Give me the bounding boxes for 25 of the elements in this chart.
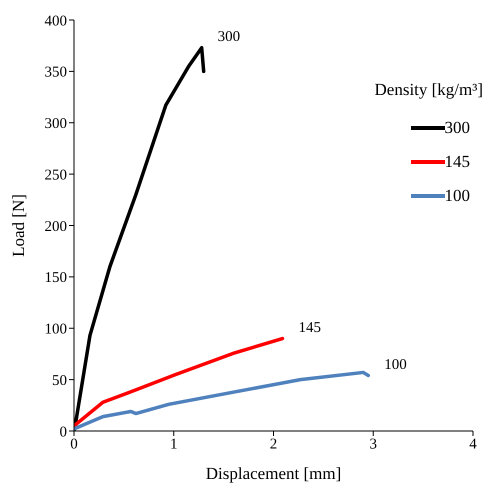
annotation: 100 (384, 356, 407, 373)
y-tick-label: 150 (44, 270, 67, 286)
y-tick-label: 200 (44, 218, 67, 235)
annotation: 300 (218, 29, 240, 46)
y-tick-label: 400 (44, 13, 67, 30)
legend-label: 145 (444, 152, 470, 172)
y-tick-label: 350 (44, 64, 67, 81)
y-tick-label: 100 (44, 322, 67, 338)
legend-label: 100 (444, 186, 470, 206)
line-series (74, 370, 370, 431)
y-tick-label: 300 (44, 116, 67, 132)
line-series (74, 336, 284, 428)
x-tick-label: 4 (469, 436, 478, 453)
y-tick-label: 250 (44, 167, 67, 184)
x-tick-label: 0 (70, 436, 78, 453)
legend-title: Density [kg/m³] (374, 80, 483, 99)
y-axis-title: Load [N] (9, 194, 28, 257)
y-tick-label: 0 (60, 424, 67, 440)
annotation: 145 (298, 320, 321, 336)
legend-label: 300 (444, 118, 470, 138)
y-tick-label: 50 (52, 372, 67, 389)
x-tick-label: 3 (370, 436, 377, 453)
x-tick-label: 2 (270, 436, 278, 453)
x-axis-title: Displacement [mm] (206, 464, 342, 483)
x-tick-label: 1 (170, 436, 178, 453)
